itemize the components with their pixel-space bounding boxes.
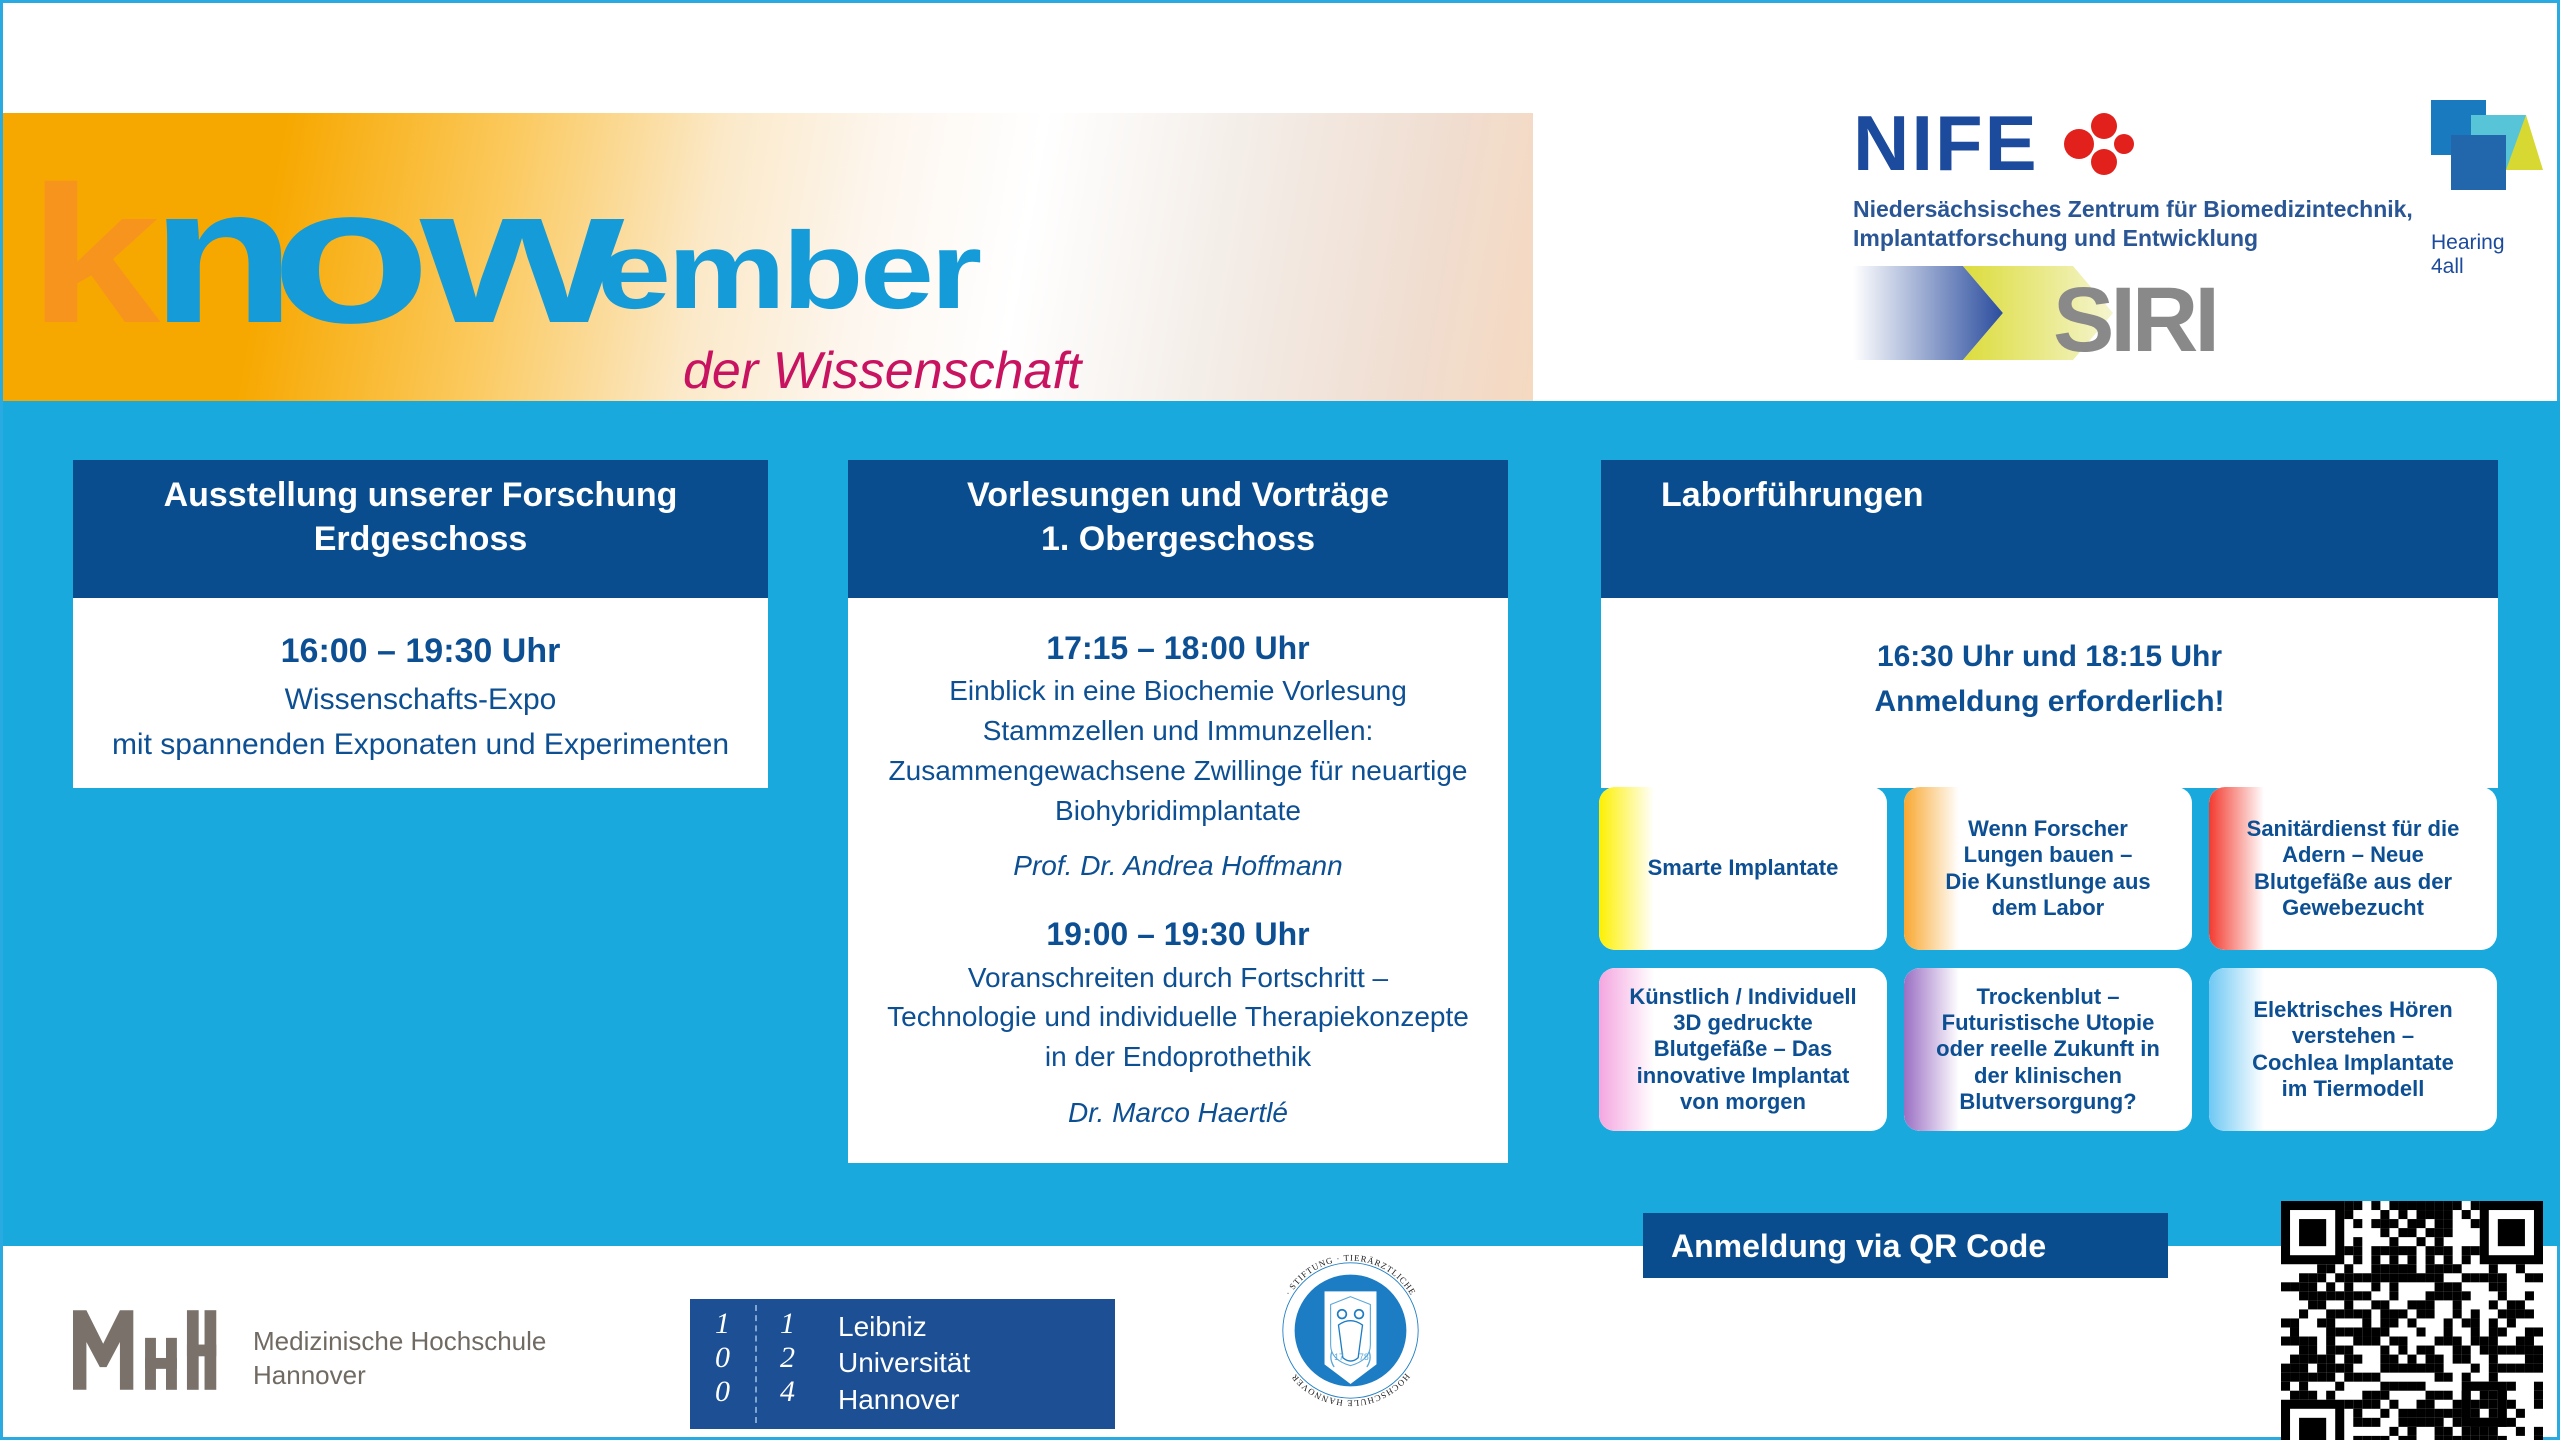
svg-text:17: 17	[1334, 1352, 1344, 1362]
svg-text:78: 78	[1359, 1352, 1369, 1362]
